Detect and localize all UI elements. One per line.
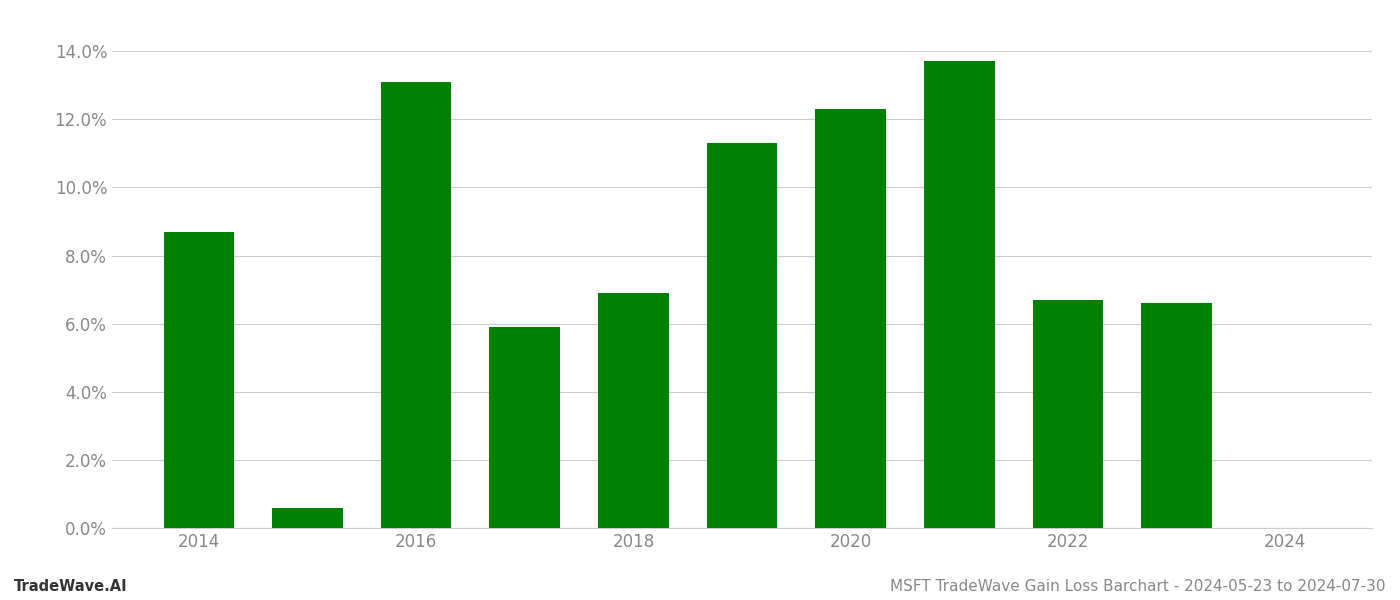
Bar: [815, 109, 886, 528]
Bar: [598, 293, 669, 528]
Bar: [164, 232, 234, 528]
Text: MSFT TradeWave Gain Loss Barchart - 2024-05-23 to 2024-07-30: MSFT TradeWave Gain Loss Barchart - 2024…: [890, 579, 1386, 594]
Bar: [381, 82, 451, 528]
Bar: [1141, 303, 1212, 528]
Bar: [707, 143, 777, 528]
Bar: [272, 508, 343, 528]
Bar: [490, 327, 560, 528]
Bar: [924, 61, 994, 528]
Bar: [1033, 300, 1103, 528]
Text: TradeWave.AI: TradeWave.AI: [14, 579, 127, 594]
